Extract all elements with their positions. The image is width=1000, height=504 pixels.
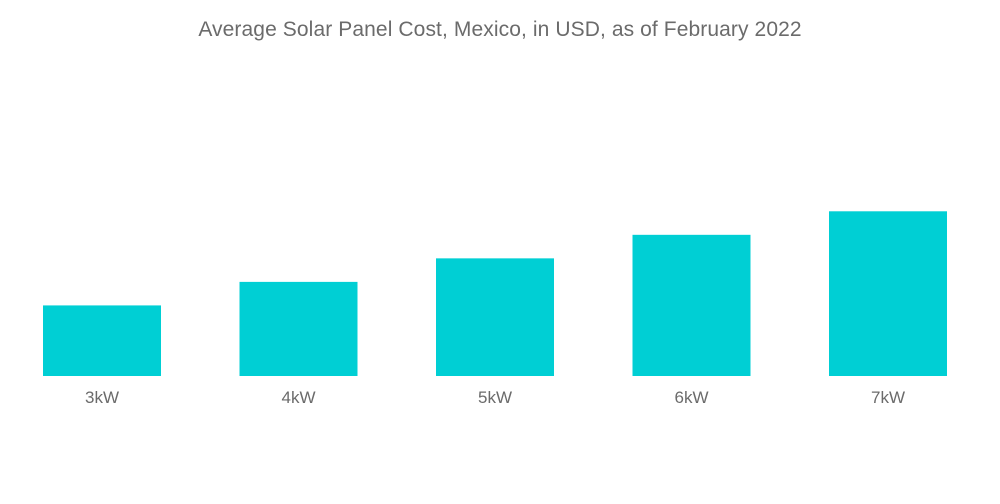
bar-6kW — [632, 234, 751, 376]
x-tick-label: 6kW — [675, 388, 709, 407]
x-tick-label: 7kW — [871, 388, 905, 407]
x-tick-label: 4kW — [282, 388, 316, 407]
bar-7kW — [829, 211, 947, 376]
bar-4kW — [239, 281, 358, 376]
x-tick-labels: 3kW 4kW 5kW 6kW 7kW — [85, 388, 905, 407]
chart-title: Average Solar Panel Cost, Mexico, in USD… — [198, 18, 802, 41]
bar-5kW — [436, 258, 554, 376]
bars-group — [43, 211, 947, 376]
x-tick-label: 5kW — [478, 388, 512, 407]
x-tick-label: 3kW — [85, 388, 119, 407]
bar-3kW — [43, 305, 161, 376]
